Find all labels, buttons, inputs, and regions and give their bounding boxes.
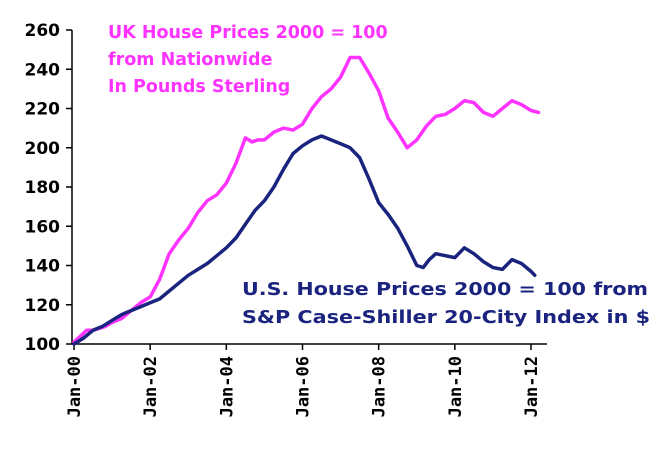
y-tick-label: 220 bbox=[25, 100, 61, 120]
x-tick-label: Jan-10 bbox=[446, 356, 466, 417]
x-tick-label: Jan-04 bbox=[217, 356, 237, 417]
x-axis-ticks: Jan-00 Jan-02 Jan-04 Jan-06 Jan-08 Jan-10 Jan-… bbox=[65, 344, 542, 417]
series-line-us bbox=[72, 134, 537, 346]
us-annotation-line-1: U.S. House Prices 2000 = 100 from bbox=[242, 280, 648, 300]
uk-annotation-line-1: UK House Prices 2000 = 100 bbox=[108, 23, 388, 43]
x-tick-label: Jan-06 bbox=[294, 356, 314, 417]
y-tick-label: 260 bbox=[25, 21, 61, 41]
us-annotation-line-2: S&P Case-Shiller 20-City Index in $ bbox=[242, 308, 650, 328]
x-tick-label: Jan-08 bbox=[370, 356, 390, 417]
y-tick-label: 100 bbox=[25, 335, 61, 355]
y-tick-label: 120 bbox=[25, 296, 61, 316]
x-tick-label: Jan-00 bbox=[65, 356, 85, 417]
y-tick-label: 140 bbox=[25, 257, 61, 277]
x-tick-label: Jan-02 bbox=[141, 356, 161, 417]
series-line-uk bbox=[72, 55, 541, 344]
y-axis-ticks: 260 240 220 200 180 160 140 120 100 bbox=[25, 21, 72, 355]
y-tick-label: 160 bbox=[25, 217, 61, 237]
x-tick-label: Jan-12 bbox=[522, 356, 542, 417]
y-tick-label: 180 bbox=[25, 178, 61, 198]
y-tick-label: 240 bbox=[25, 60, 61, 80]
uk-annotation-line-3: In Pounds Sterling bbox=[108, 77, 290, 97]
series-layer bbox=[72, 55, 541, 346]
uk-annotation-line-2: from Nationwide bbox=[108, 50, 273, 70]
y-tick-label: 200 bbox=[25, 139, 61, 159]
